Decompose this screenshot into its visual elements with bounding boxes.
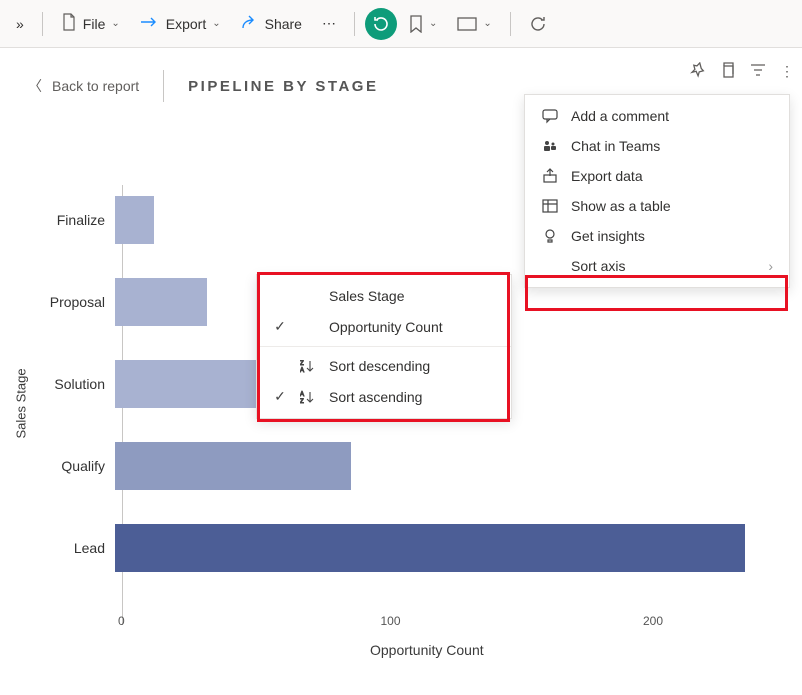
separator xyxy=(510,12,511,36)
sort-icon: ZA xyxy=(299,359,317,373)
back-icon: 〈 xyxy=(28,76,42,96)
reset-button[interactable] xyxy=(365,8,397,40)
page-title: PIPELINE BY STAGE xyxy=(188,78,378,95)
back-label: Back to report xyxy=(52,78,139,94)
export-icon xyxy=(140,15,160,32)
submenu-item[interactable]: Sales Stage xyxy=(257,281,511,311)
x-tick: 0 xyxy=(118,614,125,628)
export-menu[interactable]: Export ⌄ xyxy=(132,11,229,36)
bar[interactable] xyxy=(115,442,351,490)
copy-icon[interactable] xyxy=(720,62,736,81)
share-label: Share xyxy=(265,16,302,32)
refresh-button[interactable] xyxy=(521,11,555,37)
bar-row: Qualify xyxy=(0,436,802,496)
top-toolbar: » File ⌄ Export ⌄ Share ⋯ ⌄ ⌄ xyxy=(0,0,802,48)
submenu-item[interactable]: ZA Sort descending xyxy=(257,351,511,381)
menu-item[interactable]: Add a comment xyxy=(525,101,789,131)
x-axis-label: Opportunity Count xyxy=(370,642,484,658)
teams-icon xyxy=(541,138,559,154)
submenu-item[interactable]: ✓ Opportunity Count xyxy=(257,311,511,342)
sort-icon: AZ xyxy=(299,390,317,404)
submenu-label: Sort ascending xyxy=(329,389,422,405)
submenu-label: Sort descending xyxy=(329,358,430,374)
separator xyxy=(257,346,511,347)
svg-text:Z: Z xyxy=(300,399,304,404)
check-icon: ✓ xyxy=(273,318,287,335)
check-icon: ✓ xyxy=(273,388,287,405)
bar[interactable] xyxy=(115,196,154,244)
menu-label: Export data xyxy=(571,168,773,184)
sort-submenu: Sales Stage✓Opportunity CountZASort desc… xyxy=(256,274,512,419)
bar[interactable] xyxy=(115,278,207,326)
menu-label: Show as a table xyxy=(571,198,773,214)
submenu-label: Sales Stage xyxy=(329,288,405,304)
category-label: Lead xyxy=(0,540,115,556)
category-label: Proposal xyxy=(0,294,115,310)
menu-item[interactable]: Get insights xyxy=(525,221,789,251)
filter-icon[interactable] xyxy=(750,63,766,80)
bar-row: Lead xyxy=(0,518,802,578)
separator xyxy=(42,12,43,36)
toolbar-overflow[interactable]: » xyxy=(8,12,32,36)
file-label: File xyxy=(83,16,106,32)
visual-header-icons: ⋮ xyxy=(690,62,794,81)
y-axis-label: Sales Stage xyxy=(14,368,29,438)
separator xyxy=(354,12,355,36)
svg-text:Z: Z xyxy=(300,361,304,367)
menu-item[interactable]: Sort axis › xyxy=(525,251,789,281)
chevron-down-icon: ⌄ xyxy=(111,18,119,29)
export-icon xyxy=(541,168,559,184)
menu-label: Sort axis xyxy=(571,258,756,274)
table-icon xyxy=(541,198,559,214)
submenu-label: Opportunity Count xyxy=(329,319,443,335)
more-icon[interactable]: ⋮ xyxy=(780,63,794,80)
context-menu: Add a comment Chat in Teams Export data Sho… xyxy=(524,94,790,288)
more-button[interactable]: ⋯ xyxy=(314,11,344,36)
file-icon xyxy=(61,13,77,34)
menu-label: Chat in Teams xyxy=(571,138,773,154)
view-button[interactable]: ⌄ xyxy=(449,13,499,35)
chevron-down-icon: ⌄ xyxy=(212,18,220,29)
menu-label: Add a comment xyxy=(571,108,773,124)
comment-icon xyxy=(541,108,559,124)
back-button[interactable]: 〈 Back to report xyxy=(28,76,139,96)
x-tick: 100 xyxy=(381,614,401,628)
menu-item[interactable]: Chat in Teams xyxy=(525,131,789,161)
menu-label: Get insights xyxy=(571,228,773,244)
share-menu[interactable]: Share xyxy=(233,10,310,37)
chevron-right-icon: › xyxy=(768,258,773,274)
insights-icon xyxy=(541,228,559,244)
x-tick: 200 xyxy=(643,614,663,628)
pin-icon[interactable] xyxy=(690,62,706,81)
bar[interactable] xyxy=(115,524,745,572)
menu-item[interactable]: Show as a table xyxy=(525,191,789,221)
separator xyxy=(163,70,164,102)
category-label: Qualify xyxy=(0,458,115,474)
svg-text:A: A xyxy=(300,368,304,373)
category-label: Finalize xyxy=(0,212,115,228)
submenu-item[interactable]: ✓ AZ Sort ascending xyxy=(257,381,511,412)
export-label: Export xyxy=(166,16,206,32)
menu-item[interactable]: Export data xyxy=(525,161,789,191)
bookmark-button[interactable]: ⌄ xyxy=(401,11,445,37)
file-menu[interactable]: File ⌄ xyxy=(53,9,128,38)
share-icon xyxy=(241,14,259,33)
svg-text:A: A xyxy=(300,392,304,398)
